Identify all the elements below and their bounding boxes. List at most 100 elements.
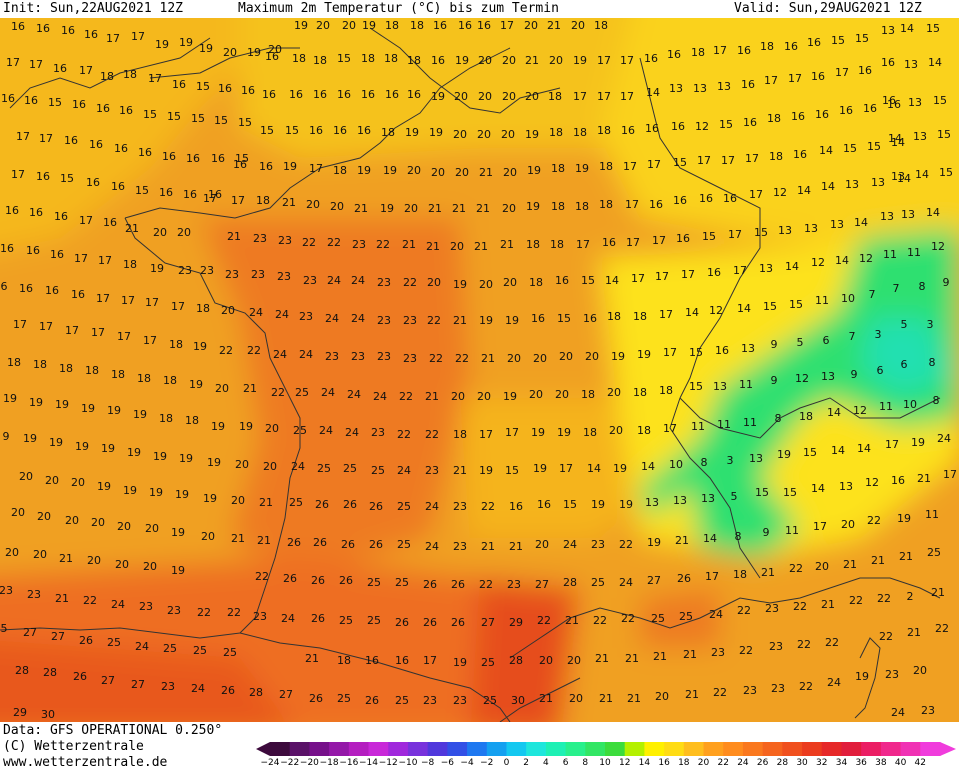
temperature-value: 27	[131, 678, 145, 691]
temperature-value: 20	[571, 19, 585, 32]
temperature-value: 20	[502, 90, 516, 103]
temperature-value: 16	[555, 274, 569, 287]
temperature-value: 16	[891, 474, 905, 487]
temperature-value: 11	[743, 416, 757, 429]
temperature-value: 18	[137, 372, 151, 385]
temperature-value: 21	[125, 222, 139, 235]
temperature-value: 19	[557, 426, 571, 439]
temperature-value: 17	[623, 160, 637, 173]
temperature-value: 18	[361, 52, 375, 65]
header-bar: Init: Sun,22AUG2021 12Z Maximum 2m Tempe…	[0, 0, 959, 18]
temperature-value: 17	[728, 228, 742, 241]
temperature-value: 18	[169, 338, 183, 351]
temperature-value: 20	[431, 166, 445, 179]
temperature-value: 20	[404, 202, 418, 215]
temperature-value: 24	[291, 460, 305, 473]
temperature-value: 16	[218, 82, 232, 95]
temperature-value: 26	[677, 572, 691, 585]
temperature-value: 14	[811, 482, 825, 495]
scale-swatch	[427, 742, 448, 756]
coastlines	[0, 27, 941, 722]
temperature-value: 19	[453, 278, 467, 291]
temperature-value: 17	[721, 154, 735, 167]
temperature-value: 18	[313, 54, 327, 67]
temperature-value: 20	[115, 558, 129, 571]
temperature-value: 17	[713, 44, 727, 57]
temperature-value: 16	[791, 110, 805, 123]
temperature-value: 18	[196, 302, 210, 315]
temperature-value: 13	[908, 96, 922, 109]
temperature-value: 18	[453, 428, 467, 441]
temperature-value: 20	[177, 226, 191, 239]
scale-swatch	[467, 742, 488, 756]
temperature-value: 25	[107, 636, 121, 649]
temperature-value: 23	[139, 600, 153, 613]
temperature-value: 19	[171, 526, 185, 539]
temperature-value: 18	[529, 276, 543, 289]
scale-tick-label: −14	[359, 758, 379, 768]
temperature-value: 14	[854, 216, 868, 229]
temperature-value: 21	[565, 614, 579, 627]
temperature-value: 18	[548, 90, 562, 103]
temperature-value: 21	[243, 382, 257, 395]
temperature-value: 23	[885, 668, 899, 681]
temperature-value: 16	[583, 312, 597, 325]
temperature-value: 23	[743, 684, 757, 697]
temperature-value: 22	[397, 428, 411, 441]
scale-tick-label: 16	[658, 758, 670, 768]
temperature-value: 19	[171, 564, 185, 577]
scale-swatch	[506, 742, 527, 756]
temperature-value: 19	[55, 398, 69, 411]
temperature-value: 12	[931, 240, 945, 253]
temperature-value: 17	[625, 198, 639, 211]
temperature-value: 24	[275, 308, 289, 321]
temperature-value: 17	[39, 132, 53, 145]
temperature-value: 20	[342, 19, 356, 32]
scale-swatch	[348, 742, 370, 756]
temperature-value: 19	[247, 46, 261, 59]
temperature-value: 23	[277, 270, 291, 283]
temperature-value: 18	[381, 126, 395, 139]
temperature-value: 18	[599, 198, 613, 211]
temperature-value: 8	[701, 456, 708, 469]
temperature-value: 19	[503, 390, 517, 403]
temperature-value: 20	[478, 54, 492, 67]
temperature-value: 19	[527, 164, 541, 177]
temperature-value: 15	[803, 446, 817, 459]
temperature-value: 15	[702, 230, 716, 243]
temperature-value: 17	[423, 654, 437, 667]
temperature-value: 24	[351, 274, 365, 287]
temperature-value: 22	[797, 638, 811, 651]
temperature-value: 13	[673, 494, 687, 507]
temperature-value: 16	[233, 158, 247, 171]
temperature-value: 17	[65, 324, 79, 337]
temperature-value: 21	[425, 390, 439, 403]
temperature-value: 16	[644, 52, 658, 65]
temperature-value: 20	[454, 90, 468, 103]
temperature-value: 25	[397, 500, 411, 513]
temperature-value: 13	[821, 370, 835, 383]
temperature-value: 20	[815, 560, 829, 573]
temperature-value: 17	[148, 72, 162, 85]
temperature-value: 18	[551, 162, 565, 175]
temperature-value: 19	[101, 442, 115, 455]
temperature-value: 13	[881, 24, 895, 37]
temperature-value: 25	[317, 462, 331, 475]
temperature-value: 16	[71, 288, 85, 301]
temperature-value: 19	[179, 36, 193, 49]
scale-swatch	[703, 742, 724, 756]
temperature-value: 25	[289, 496, 303, 509]
scale-tick-label: −22	[280, 758, 300, 768]
temperature-value: 15	[855, 32, 869, 45]
temperature-value: 11	[785, 524, 799, 537]
temperature-map-svg: 16 16 16 16 17 17 19 19 19 20 19 20 19 20 20 19 18 18 16 16…	[0, 18, 959, 722]
temperature-value: 14	[685, 306, 699, 319]
scale-tick-label: −8	[421, 758, 435, 768]
temperature-value: 17	[39, 320, 53, 333]
temperature-value: 12	[709, 304, 723, 317]
temperature-value: 20	[529, 388, 543, 401]
temperature-value: 16	[784, 40, 798, 53]
temperature-value: 17	[620, 90, 634, 103]
temperature-value: 20	[263, 460, 277, 473]
temperature-value: 26	[73, 670, 87, 683]
